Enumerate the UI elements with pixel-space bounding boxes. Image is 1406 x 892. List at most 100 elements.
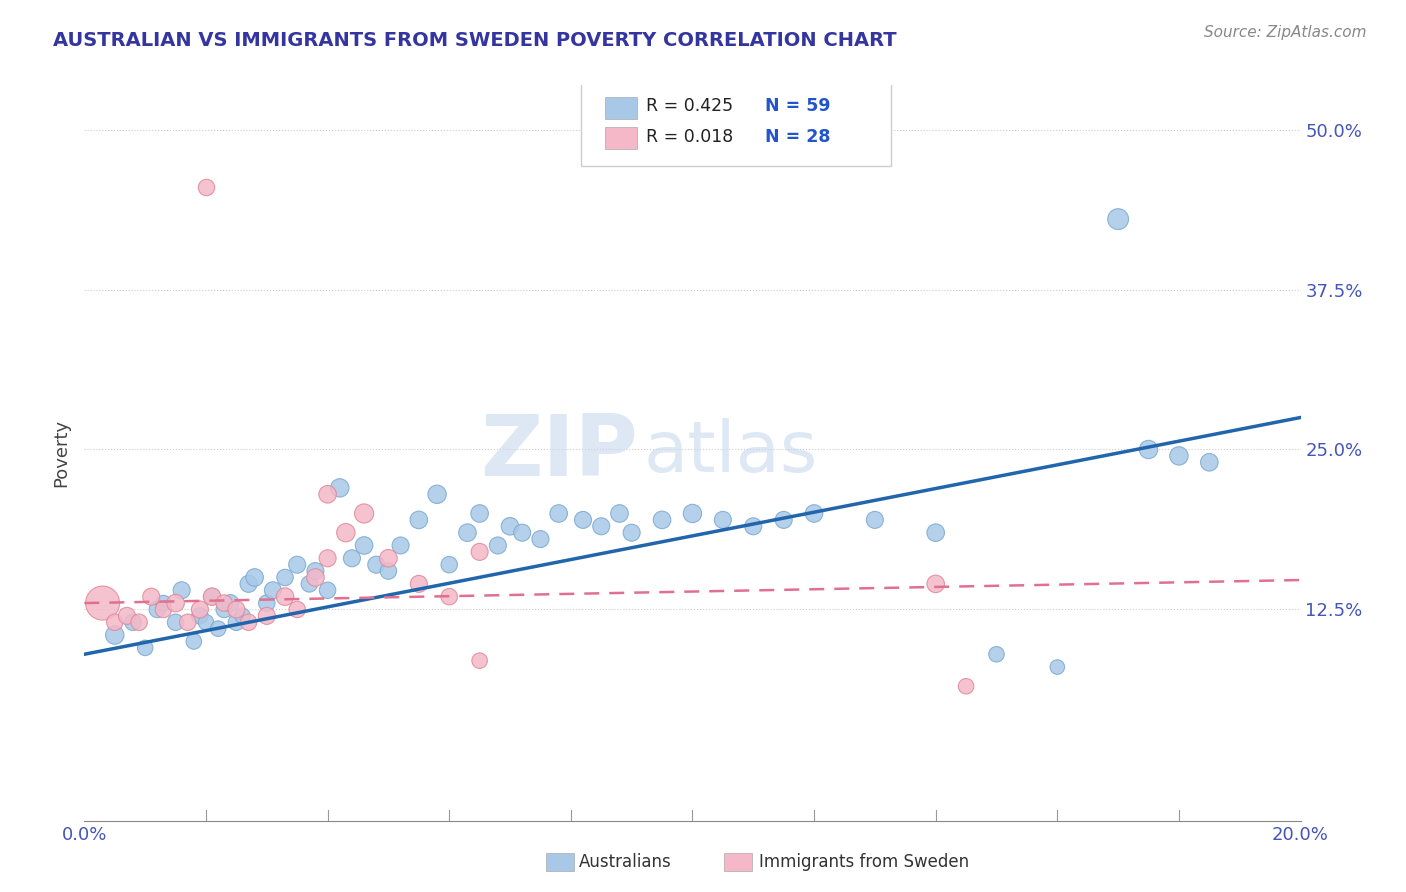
Bar (605, 128, 637, 150)
Point (742, 519, 765, 533)
Point (183, 634, 205, 648)
Point (165, 615, 187, 630)
Point (298, 577, 321, 591)
Point (591, 519, 613, 533)
Point (547, 507, 569, 521)
Point (207, 622, 229, 636)
Point (91, 596, 114, 610)
Point (141, 590, 163, 604)
Point (170, 583, 193, 598)
Point (408, 577, 430, 591)
Point (212, 602, 235, 616)
Point (803, 507, 825, 521)
Point (609, 507, 631, 521)
Text: N = 59: N = 59 (765, 97, 831, 115)
Point (152, 602, 174, 616)
Point (366, 558, 388, 572)
Point (104, 615, 127, 630)
Point (456, 525, 478, 540)
Point (146, 602, 169, 616)
Point (486, 539, 509, 553)
Point (152, 596, 174, 610)
Point (377, 551, 399, 566)
Point (377, 564, 399, 578)
Point (620, 525, 643, 540)
Text: Immigrants from Sweden: Immigrants from Sweden (759, 853, 969, 871)
Point (274, 590, 297, 604)
Point (335, 525, 357, 540)
Point (340, 551, 363, 566)
Point (188, 608, 211, 623)
Point (863, 513, 886, 527)
Text: ZIP: ZIP (479, 411, 638, 494)
Point (304, 564, 326, 578)
Point (711, 513, 734, 527)
Point (1198, 455, 1220, 469)
Point (285, 602, 308, 616)
Point (353, 507, 375, 521)
Point (925, 577, 948, 591)
Point (274, 570, 297, 584)
Point (1107, 212, 1129, 227)
Point (439, 558, 461, 572)
Text: atlas: atlas (644, 418, 818, 487)
Point (219, 596, 242, 610)
Point (122, 615, 145, 630)
Bar (605, 96, 637, 119)
Point (316, 487, 339, 501)
Point (426, 487, 449, 501)
Text: Australians: Australians (579, 853, 672, 871)
Point (408, 513, 430, 527)
Point (104, 628, 127, 642)
Point (682, 507, 704, 521)
Point (316, 551, 339, 566)
Point (529, 532, 551, 546)
Point (1167, 449, 1189, 463)
Point (225, 615, 247, 630)
Point (201, 590, 224, 604)
Text: AUSTRALIAN VS IMMIGRANTS FROM SWEDEN POVERTY CORRELATION CHART: AUSTRALIAN VS IMMIGRANTS FROM SWEDEN POV… (53, 31, 897, 50)
Point (986, 647, 1008, 661)
Point (499, 519, 522, 533)
Point (572, 513, 595, 527)
Point (439, 590, 461, 604)
Point (134, 640, 156, 655)
Point (128, 615, 150, 630)
Point (256, 596, 278, 610)
Point (212, 596, 235, 610)
Point (468, 507, 491, 521)
Point (165, 596, 187, 610)
Point (194, 615, 218, 630)
Point (231, 608, 253, 623)
Point (238, 615, 260, 630)
Point (285, 558, 308, 572)
Point (243, 570, 266, 584)
Point (353, 539, 375, 553)
Point (510, 525, 533, 540)
Point (304, 570, 326, 584)
Point (225, 602, 247, 616)
Point (316, 583, 339, 598)
Point (201, 590, 224, 604)
Point (115, 608, 138, 623)
Text: Source: ZipAtlas.com: Source: ZipAtlas.com (1204, 25, 1367, 40)
Point (1046, 660, 1069, 674)
Point (772, 513, 794, 527)
Point (468, 545, 491, 559)
Point (651, 513, 673, 527)
FancyBboxPatch shape (581, 83, 890, 166)
Point (389, 539, 412, 553)
Point (256, 608, 278, 623)
Point (262, 583, 284, 598)
Y-axis label: Poverty: Poverty (52, 418, 70, 487)
Text: R = 0.018: R = 0.018 (647, 128, 749, 146)
Point (468, 654, 491, 668)
Point (1137, 442, 1160, 457)
Point (177, 615, 200, 630)
Text: R = 0.425: R = 0.425 (647, 97, 749, 115)
Point (188, 602, 211, 616)
Point (955, 679, 977, 693)
Point (238, 577, 260, 591)
Point (329, 481, 352, 495)
Point (925, 525, 948, 540)
